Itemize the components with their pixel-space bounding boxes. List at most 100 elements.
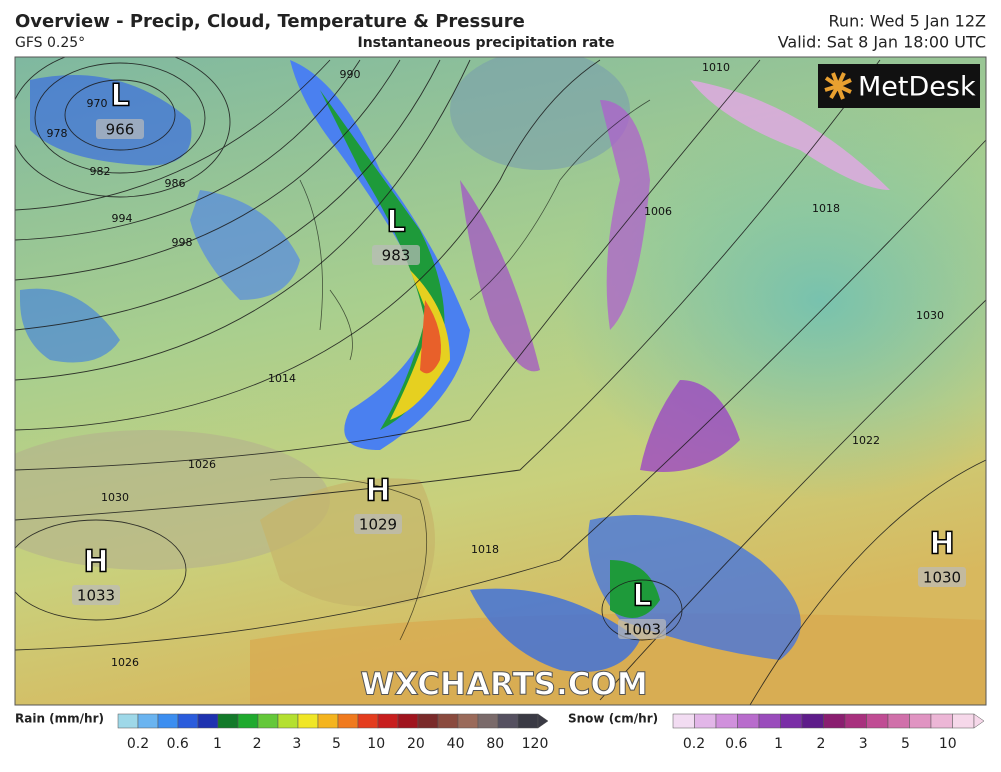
pressure-box	[918, 567, 966, 587]
legend-swatch	[417, 713, 439, 729]
legend-swatch	[780, 713, 803, 729]
system-pressure: 1003	[623, 621, 661, 639]
legend-tick: 3	[859, 736, 868, 752]
legend-arrow	[973, 713, 985, 729]
legend-swatch	[197, 713, 219, 729]
legend-tick: 1	[774, 736, 783, 752]
legend-tick: 10	[939, 736, 957, 752]
isobar-label: 970	[87, 97, 108, 110]
legend-swatch	[277, 713, 299, 729]
isobar-label: 1014	[268, 372, 296, 385]
legend-tick: 1	[213, 736, 222, 752]
legend-swatch	[758, 713, 781, 729]
legend-swatch	[694, 713, 717, 729]
isobar-label: 1030	[101, 491, 129, 504]
system-symbol: H	[365, 474, 390, 509]
system-pressure: 966	[106, 121, 135, 139]
legend-swatch	[457, 713, 479, 729]
isobar-label: 990	[340, 68, 361, 81]
legend-swatch	[887, 713, 910, 729]
legend-swatch	[737, 713, 760, 729]
pressure-box	[618, 619, 666, 639]
legend-swatch	[237, 713, 259, 729]
legend-swatch	[477, 713, 499, 729]
legend-tick: 3	[292, 736, 301, 752]
legend-tick: 40	[447, 736, 465, 752]
legend-tick: 2	[816, 736, 825, 752]
overlay: 9709789829869949989901010101810301014102…	[47, 61, 985, 752]
watermark: WXCHARTS.COM	[360, 667, 647, 703]
legend-swatch	[257, 713, 279, 729]
pressure-box	[72, 585, 120, 605]
legend-swatch	[801, 713, 824, 729]
legend-swatch	[909, 713, 932, 729]
isobar-label: 1010	[702, 61, 730, 74]
legend-swatch	[866, 713, 889, 729]
run: Run: Wed 5 Jan 12Z	[829, 12, 987, 31]
pressure-box	[354, 514, 402, 534]
legend-swatch	[137, 713, 159, 729]
legend-swatch	[117, 713, 139, 729]
system-pressure: 1030	[923, 569, 961, 587]
legend-tick: 5	[901, 736, 910, 752]
rain-label: Rain (mm/hr)	[15, 712, 104, 726]
legend-arrow	[537, 713, 549, 729]
system-symbol: L	[386, 205, 405, 240]
legend-swatch	[377, 713, 399, 729]
legend-tick: 0.6	[167, 736, 189, 752]
legend-swatch	[217, 713, 239, 729]
isobar-label: 1026	[188, 458, 216, 471]
legend-swatch	[672, 713, 695, 729]
system-symbol: H	[929, 527, 954, 562]
legend-tick: 80	[486, 736, 504, 752]
legend-tick: 5	[332, 736, 341, 752]
subtitle: Instantaneous precipitation rate	[358, 35, 615, 51]
logo-box	[818, 64, 980, 108]
legend-swatch	[844, 713, 867, 729]
legend-swatch	[952, 713, 975, 729]
snow-label: Snow (cm/hr)	[568, 712, 658, 726]
isobar-label: 986	[165, 177, 186, 190]
isobar-label: 982	[90, 165, 111, 178]
isobar-label: 1018	[812, 202, 840, 215]
legend-swatch	[497, 713, 519, 729]
isobar-label: 978	[47, 127, 68, 140]
legend-swatch	[297, 713, 319, 729]
legend-tick: 0.6	[725, 736, 747, 752]
isobar-label: 1030	[916, 309, 944, 322]
valid: Valid: Sat 8 Jan 18:00 UTC	[778, 33, 986, 52]
isobar-label: 998	[172, 236, 193, 249]
map	[15, 57, 986, 705]
model: GFS 0.25°	[15, 35, 85, 51]
legend-swatch	[517, 713, 539, 729]
system-pressure: 1029	[359, 516, 397, 534]
isobar-label: 994	[112, 212, 133, 225]
isobar-label: 1026	[111, 656, 139, 669]
title: Overview - Precip, Cloud, Temperature & …	[15, 11, 525, 32]
legend-tick: 0.2	[683, 736, 705, 752]
legend-swatch	[715, 713, 738, 729]
pressure-box	[96, 119, 144, 139]
logo-text: MetDesk	[858, 72, 976, 103]
legend-swatch	[157, 713, 179, 729]
legend-swatch	[823, 713, 846, 729]
legend-tick: 20	[407, 736, 425, 752]
legend-swatch	[397, 713, 419, 729]
isobar-label: 1006	[644, 205, 672, 218]
logo-icon	[824, 72, 852, 100]
isobar-label: 1018	[471, 543, 499, 556]
legend-tick: 10	[367, 736, 385, 752]
legend-tick: 0.2	[127, 736, 149, 752]
system-pressure: 983	[382, 247, 411, 265]
legend-tick: 120	[522, 736, 549, 752]
legend-swatch	[437, 713, 459, 729]
system-symbol: H	[83, 545, 108, 580]
isobar-label: 1022	[852, 434, 880, 447]
legend-swatch	[930, 713, 953, 729]
legend-swatch	[337, 713, 359, 729]
pressure-box	[372, 245, 420, 265]
legend-swatch	[317, 713, 339, 729]
system-symbol: L	[110, 79, 129, 114]
legend-swatch	[177, 713, 199, 729]
